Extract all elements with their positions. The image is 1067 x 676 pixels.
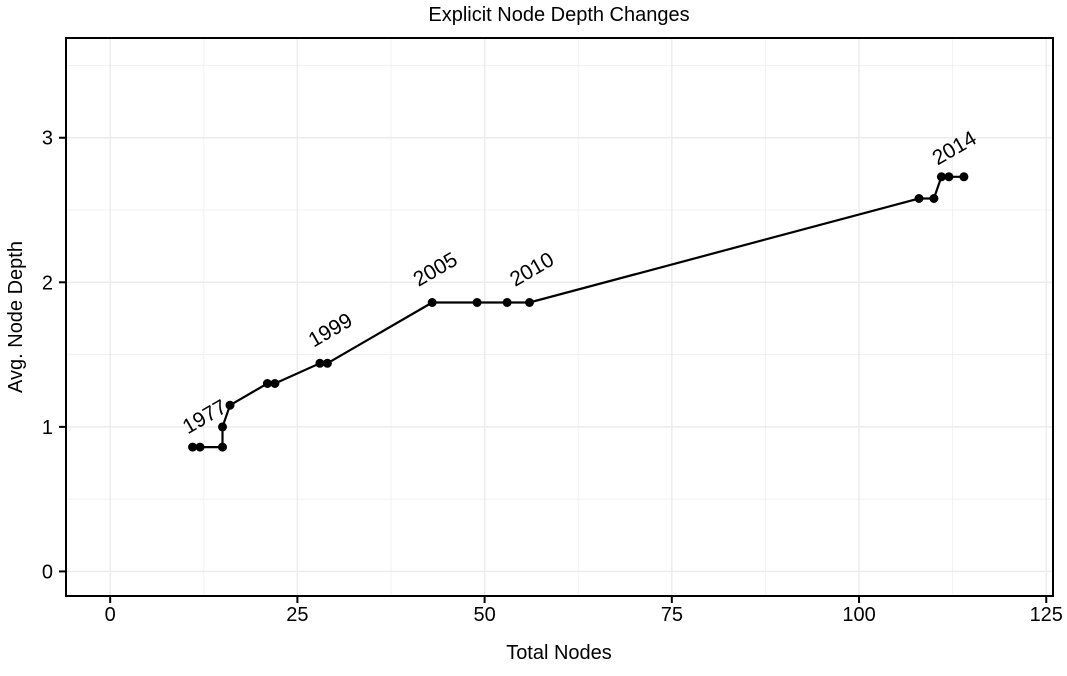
data-point — [525, 298, 534, 307]
x-tick-label: 25 — [286, 604, 308, 626]
year-annotation: 2005 — [409, 248, 461, 291]
x-tick-label: 50 — [473, 604, 495, 626]
data-point — [936, 172, 946, 182]
data-point — [195, 442, 205, 452]
year-annotation: 2014 — [928, 127, 980, 170]
year-annotation: 1999 — [305, 309, 357, 352]
data-point — [270, 379, 280, 388]
year-annotation: 2010 — [506, 248, 558, 291]
x-tick-label: 125 — [1030, 604, 1063, 626]
y-tick-label: 1 — [42, 417, 53, 439]
data-point — [944, 172, 954, 182]
x-axis-title: Total Nodes — [506, 642, 612, 664]
x-axis-tick-labels: 0 25 50 75 100 125 — [105, 604, 1063, 626]
data-point — [262, 379, 272, 388]
axis-tick-marks — [59, 136, 1048, 603]
x-tick-label: 75 — [661, 604, 683, 626]
y-tick-label: 2 — [42, 272, 53, 294]
minor-gridlines — [66, 38, 1053, 596]
data-point — [315, 358, 325, 368]
x-tick-label: 0 — [105, 604, 116, 626]
data-point — [427, 298, 437, 307]
data-point — [322, 358, 332, 368]
y-tick-label: 3 — [42, 128, 53, 150]
data-point — [502, 298, 512, 307]
data-point — [914, 194, 924, 203]
y-axis-title: Avg. Node Depth — [5, 241, 27, 393]
y-tick-label: 0 — [42, 561, 53, 583]
chart-title: Explicit Node Depth Changes — [428, 4, 689, 26]
data-point — [188, 442, 198, 452]
major-gridlines — [66, 38, 1053, 596]
y-axis-tick-labels: 0 1 2 3 — [42, 128, 53, 584]
data-points — [188, 172, 969, 452]
data-point — [929, 194, 939, 203]
data-point — [218, 422, 227, 432]
data-point — [959, 172, 969, 182]
data-point — [218, 442, 227, 452]
data-point — [472, 298, 482, 307]
x-tick-label: 100 — [842, 604, 875, 626]
data-point — [225, 400, 235, 410]
panel-border — [65, 37, 1054, 597]
